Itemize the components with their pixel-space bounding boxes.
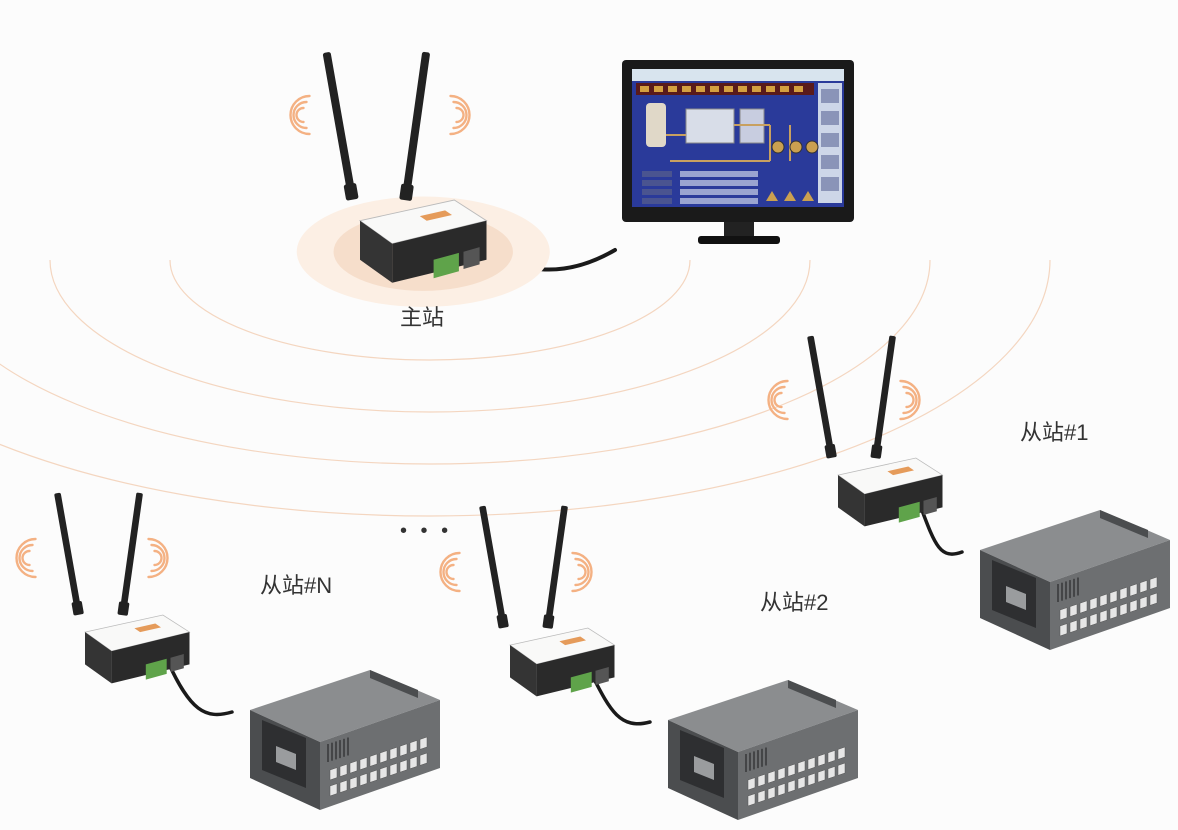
wifi-wave-icon xyxy=(441,553,460,591)
wireless-module xyxy=(52,492,189,683)
scada-monitor xyxy=(622,60,854,244)
wifi-wave-icon xyxy=(901,381,920,419)
wireless-module xyxy=(477,505,614,696)
node-label: 从站#1 xyxy=(1020,415,1088,447)
wifi-wave-icon xyxy=(291,96,310,134)
plc-device xyxy=(668,680,858,820)
node-label: 主站 xyxy=(400,300,444,332)
wireless-module xyxy=(297,51,550,307)
wireless-module xyxy=(805,335,942,526)
ellipsis: • • • xyxy=(400,520,452,543)
wifi-wave-icon xyxy=(451,96,470,134)
wifi-wave-icon xyxy=(573,553,592,591)
plc-device xyxy=(980,510,1170,650)
plc-device xyxy=(250,670,440,810)
wifi-wave-icon xyxy=(17,539,36,577)
wifi-wave-icon xyxy=(769,381,788,419)
node-label: 从站#2 xyxy=(760,585,828,617)
wifi-wave-icon xyxy=(149,539,168,577)
node-label: 从站#N xyxy=(260,568,332,600)
diagram-stage: 主站从站#1 从站#2 从站#N • • • xyxy=(0,0,1178,830)
